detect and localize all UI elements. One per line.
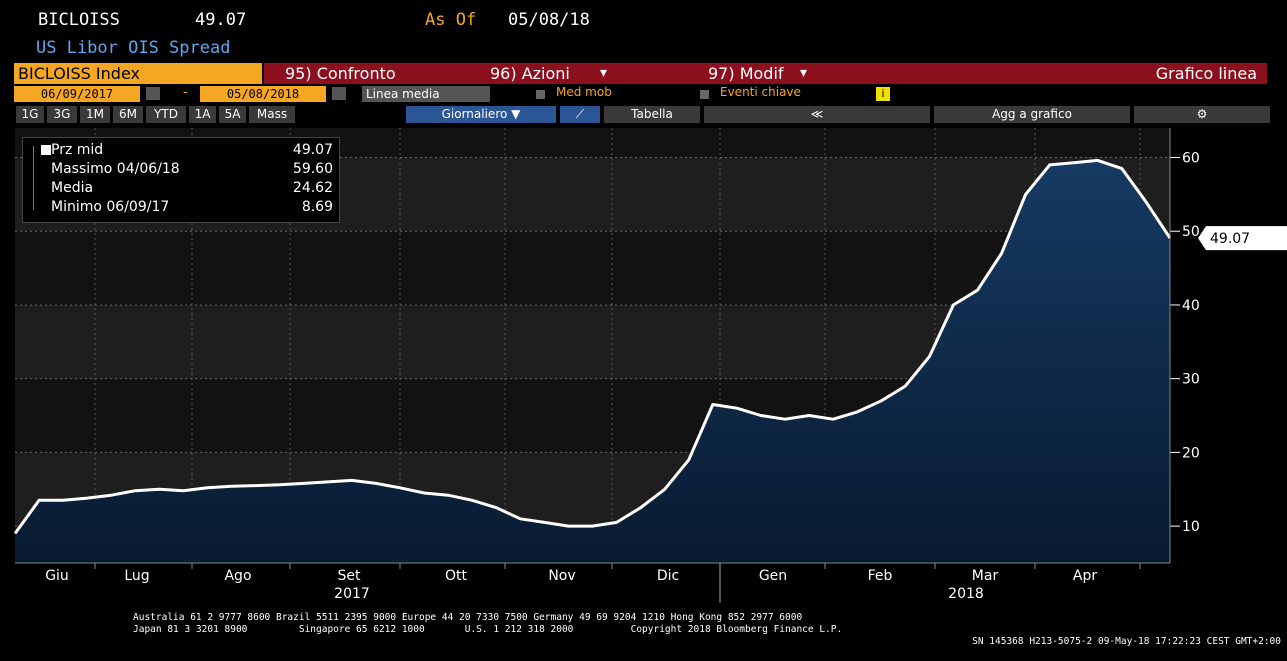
period-button[interactable]: 1G: [16, 106, 44, 123]
period-button[interactable]: 1A: [189, 106, 216, 123]
chart-kind[interactable]: Grafico linea: [1155, 64, 1257, 83]
dropdown-caret: ▾: [800, 65, 808, 81]
as-of-date: 05/08/18: [508, 10, 590, 30]
x-tick-label: Mar: [972, 568, 999, 584]
checkbox[interactable]: [700, 90, 709, 99]
x-tick-label: Gen: [759, 568, 787, 584]
x-tick-label: Set: [338, 568, 362, 584]
x-tick-label: Dic: [657, 568, 679, 584]
collapse-button[interactable]: ≪: [704, 106, 930, 123]
line-mode[interactable]: Linea media: [362, 86, 490, 102]
y-tick-label: 40: [1182, 298, 1200, 314]
calendar-icon[interactable]: [332, 87, 346, 100]
index-field[interactable]: BICLOISS Index: [14, 63, 262, 84]
subtitle: US Libor OIS Spread: [36, 38, 231, 58]
footer-line: SN 145368 H213-5075-2 09-May-18 17:22:23…: [972, 636, 1281, 647]
price-line: [13, 158, 1172, 535]
y-tick-label: 30: [1182, 372, 1200, 388]
y-tick-label: 60: [1182, 150, 1200, 166]
period-button[interactable]: YTD: [146, 106, 186, 123]
x-tick-label: Nov: [548, 568, 575, 584]
frequency[interactable]: Giornaliero ▼: [406, 106, 556, 123]
x-tick-label: Ago: [224, 568, 251, 584]
settings-button[interactable]: ⚙: [1134, 106, 1270, 123]
as-of-label: As Of: [425, 10, 477, 30]
legend-tree: [33, 146, 34, 210]
footer-line: Australia 61 2 9777 8600 Brazil 5511 239…: [133, 612, 803, 623]
x-tick-label: Apr: [1073, 568, 1097, 584]
add-button[interactable]: Agg a grafico: [934, 106, 1130, 123]
legend-label: Massimo 04/06/18: [51, 161, 180, 177]
start-date[interactable]: 06/09/2017: [14, 86, 140, 102]
actions-button[interactable]: 96) Azioni: [490, 64, 570, 83]
period-button[interactable]: 5A: [219, 106, 246, 123]
legend: Prz mid 49.07 Massimo 04/06/18 59.60 Media 24…: [22, 137, 340, 223]
x-tick-label: Lug: [124, 568, 149, 584]
footer-line: Japan 81 3 3201 8900 Singapore 65 6212 1…: [133, 624, 843, 635]
legend-label: Media: [51, 180, 94, 196]
price: 49.07: [195, 10, 247, 30]
legend-label: Minimo 06/09/17: [51, 199, 170, 215]
x-tick-label: Ott: [445, 568, 468, 584]
legend-value: 24.62: [292, 180, 333, 196]
y-tick-label: 10: [1182, 519, 1200, 535]
last-price-tag: [1198, 226, 1287, 251]
legend-value: 59.60: [292, 161, 333, 177]
year-label: 2017: [334, 586, 370, 602]
calendar-icon[interactable]: [146, 87, 160, 100]
menu-bar: [264, 63, 1267, 84]
period-button[interactable]: 3G: [47, 106, 77, 123]
end-date[interactable]: 05/08/2018: [200, 86, 326, 102]
range-dash: -: [183, 85, 188, 100]
y-tick-label: 20: [1182, 445, 1200, 461]
year-label: 2018: [948, 586, 984, 602]
legend-value: 8.69: [301, 199, 333, 215]
legend-label: Prz mid: [51, 142, 104, 158]
checkbox[interactable]: [536, 90, 545, 99]
legend-value: 49.07: [292, 142, 333, 158]
moving-avg[interactable]: Med mob: [556, 85, 612, 99]
compare-button[interactable]: 95) Confronto: [285, 64, 396, 83]
info-icon[interactable]: i: [876, 87, 890, 101]
ticker: BICLOISS: [38, 10, 120, 30]
edit-button[interactable]: 97) Modif: [708, 64, 784, 83]
period-button[interactable]: 1M: [80, 106, 110, 123]
x-tick-label: Giu: [45, 568, 69, 584]
key-events[interactable]: Eventi chiave: [720, 85, 801, 99]
area: [15, 160, 1170, 563]
y-tick-label: 50: [1182, 224, 1200, 240]
x-tick-label: Feb: [868, 568, 893, 584]
period-button[interactable]: Mass: [249, 106, 295, 123]
table-button[interactable]: Tabella: [604, 106, 700, 123]
legend-swatch: [41, 145, 51, 155]
last-price-label: 49.07: [1210, 231, 1250, 247]
period-button[interactable]: 6M: [113, 106, 143, 123]
chart-style[interactable]: ⟋: [560, 106, 600, 123]
dropdown-caret: ▾: [600, 65, 608, 81]
